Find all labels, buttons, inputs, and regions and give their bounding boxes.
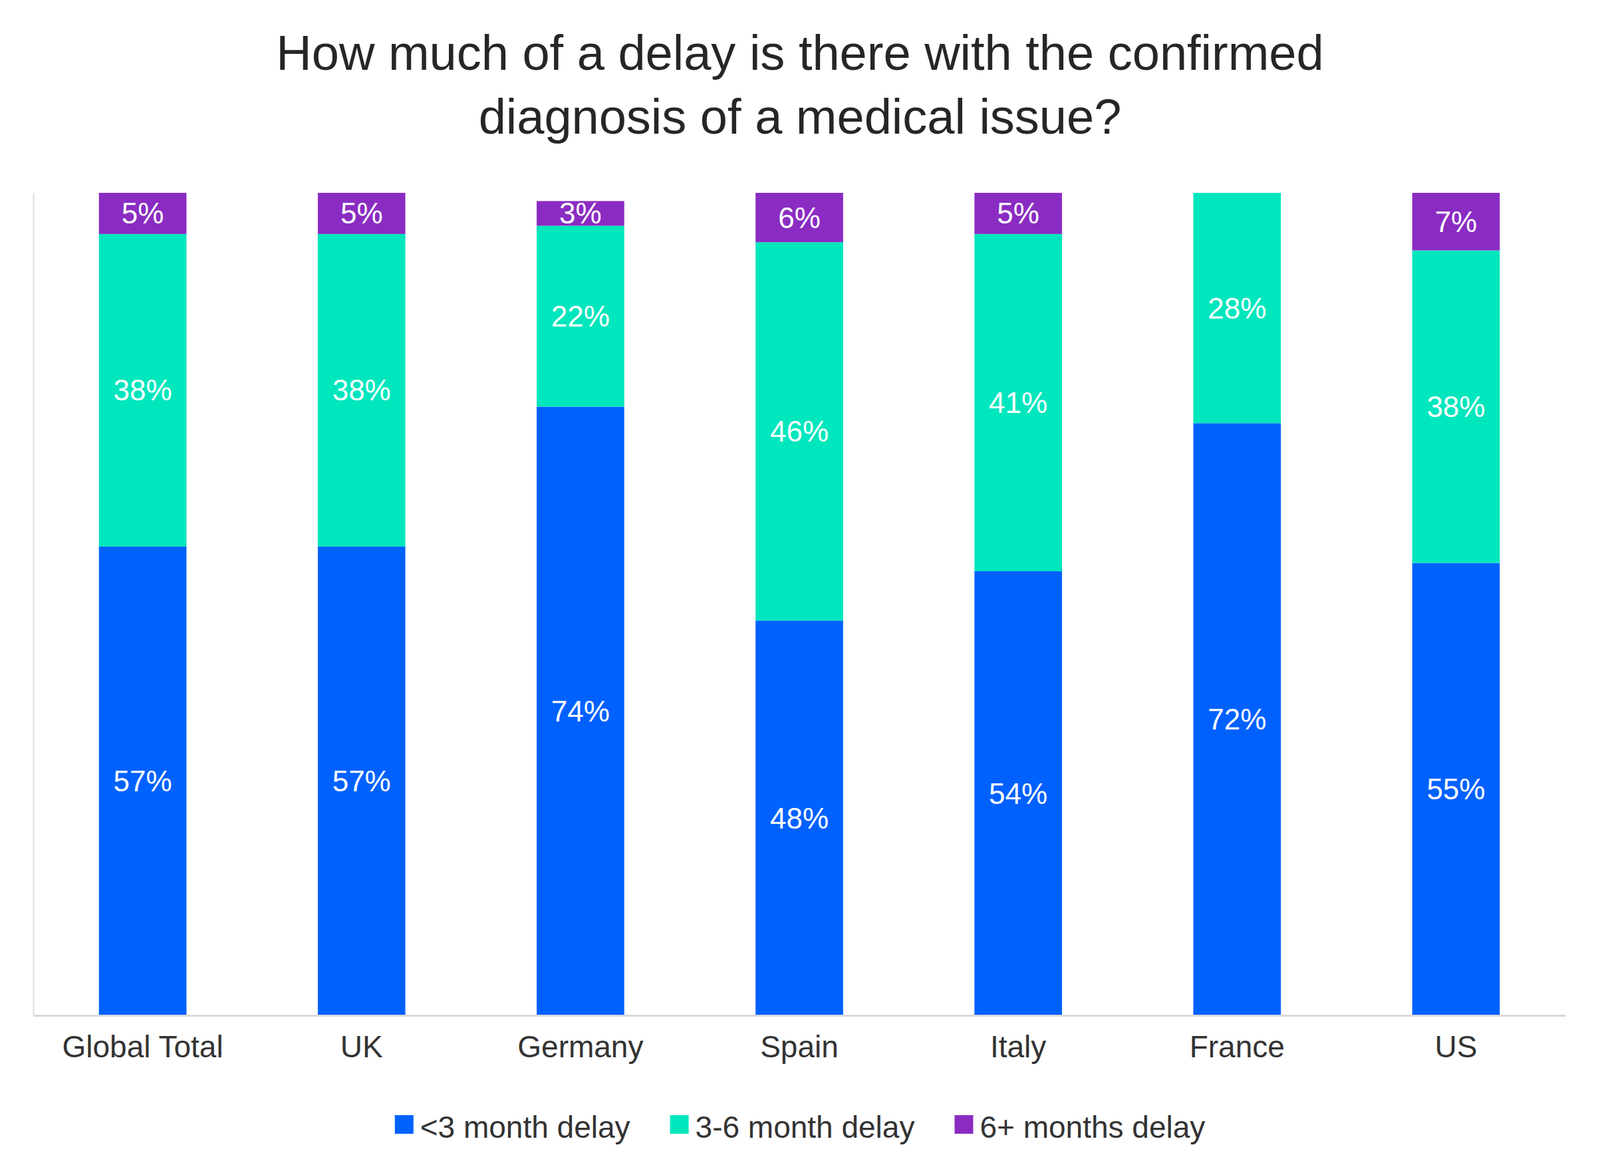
data-label: 5%: [121, 196, 165, 230]
data-label: 28%: [1207, 291, 1267, 325]
data-label: 5%: [340, 196, 384, 230]
legend-swatch: [670, 1115, 689, 1134]
data-label: 6%: [778, 201, 821, 235]
data-label: 46%: [770, 414, 829, 448]
x-axis-line: [33, 1014, 1567, 1017]
data-label: 5%: [996, 196, 1040, 230]
data-label: 22%: [551, 299, 610, 333]
x-tick: France: [1189, 1015, 1285, 1065]
data-labels: 57% 57% 74% 48% 54% 72% 55% 38% 38% 22% 46% 41% 28% 3…: [113, 196, 1486, 834]
bar-segment: [317, 546, 406, 1016]
chart: How much of a delay is there with the co…: [0, 0, 1600, 1175]
data-label: 72%: [1207, 702, 1267, 736]
legend-swatch: [954, 1115, 973, 1134]
data-label: 74%: [551, 694, 610, 728]
x-tick: Spain: [760, 1015, 839, 1065]
data-label: 57%: [113, 764, 173, 798]
x-tick: UK: [340, 1015, 384, 1065]
bar-segment: [974, 192, 1063, 235]
bar-segment: [1412, 563, 1501, 1016]
bar-segment: [1193, 192, 1281, 423]
data-label: 7%: [1435, 205, 1478, 239]
bar-segment: [974, 234, 1063, 572]
bar-segment: [317, 192, 406, 235]
legend-label: 3-6 month delay: [695, 1109, 916, 1145]
x-tick: Germany: [517, 1015, 644, 1065]
y-axis-line: [33, 193, 35, 1017]
x-tick: US: [1434, 1015, 1477, 1065]
title-line: How much of a delay is there with the co…: [275, 25, 1324, 81]
x-tick-label: UK: [340, 1029, 384, 1065]
legend-item: 3-6 month delay: [670, 1109, 916, 1145]
x-tick: Italy: [990, 1015, 1047, 1065]
legend-item: 6+ months delay: [954, 1109, 1205, 1145]
bar-segment: [99, 546, 187, 1016]
y-axis: [33, 193, 34, 1017]
bar-segment: [1412, 250, 1501, 564]
data-label: 57%: [332, 764, 392, 798]
data-label: 54%: [988, 777, 1048, 810]
x-tick-label: France: [1189, 1029, 1285, 1065]
x-tick-label: Germany: [517, 1029, 644, 1065]
bar-segment: [536, 406, 625, 1016]
x-tick-label: Italy: [990, 1029, 1047, 1065]
data-label: 38%: [113, 373, 173, 407]
legend-label: 6+ months delay: [979, 1109, 1205, 1145]
data-label: 38%: [1426, 390, 1485, 423]
data-label: 55%: [1426, 772, 1485, 806]
x-tick: Global Total: [62, 1015, 224, 1065]
legend-label: <3 month delay: [420, 1109, 631, 1145]
data-label: 3%: [559, 196, 602, 230]
title: How much of a delay is there with the co…: [275, 25, 1324, 145]
bar-segment: [755, 192, 844, 243]
legend: <3 month delay 3-6 month delay 6+ months d…: [395, 1109, 1206, 1145]
bar-segment: [99, 192, 187, 235]
data-label: 48%: [770, 801, 829, 835]
legend-swatch: [395, 1115, 414, 1134]
data-label: 38%: [332, 373, 392, 407]
legend-item: <3 month delay: [395, 1109, 631, 1145]
x-tick-label: US: [1434, 1029, 1477, 1065]
bar-segment: [536, 225, 625, 407]
x-tick-label: Global Total: [62, 1029, 224, 1065]
bars: [99, 192, 1501, 1016]
x-tick-label: Spain: [760, 1029, 839, 1065]
bar-segment: [99, 234, 187, 547]
title-line: diagnosis of a medical issue?: [478, 89, 1122, 145]
bar-segment: [755, 242, 844, 621]
data-label: 41%: [988, 386, 1048, 419]
bar-segment: [1412, 192, 1501, 251]
bar-segment: [974, 571, 1063, 1016]
bar-segment: [755, 620, 844, 1016]
bar-segment: [317, 234, 406, 547]
x-axis: Global Total UK Germany Spain Italy France US: [33, 1015, 1567, 1065]
bar-segment: [1193, 422, 1281, 1016]
